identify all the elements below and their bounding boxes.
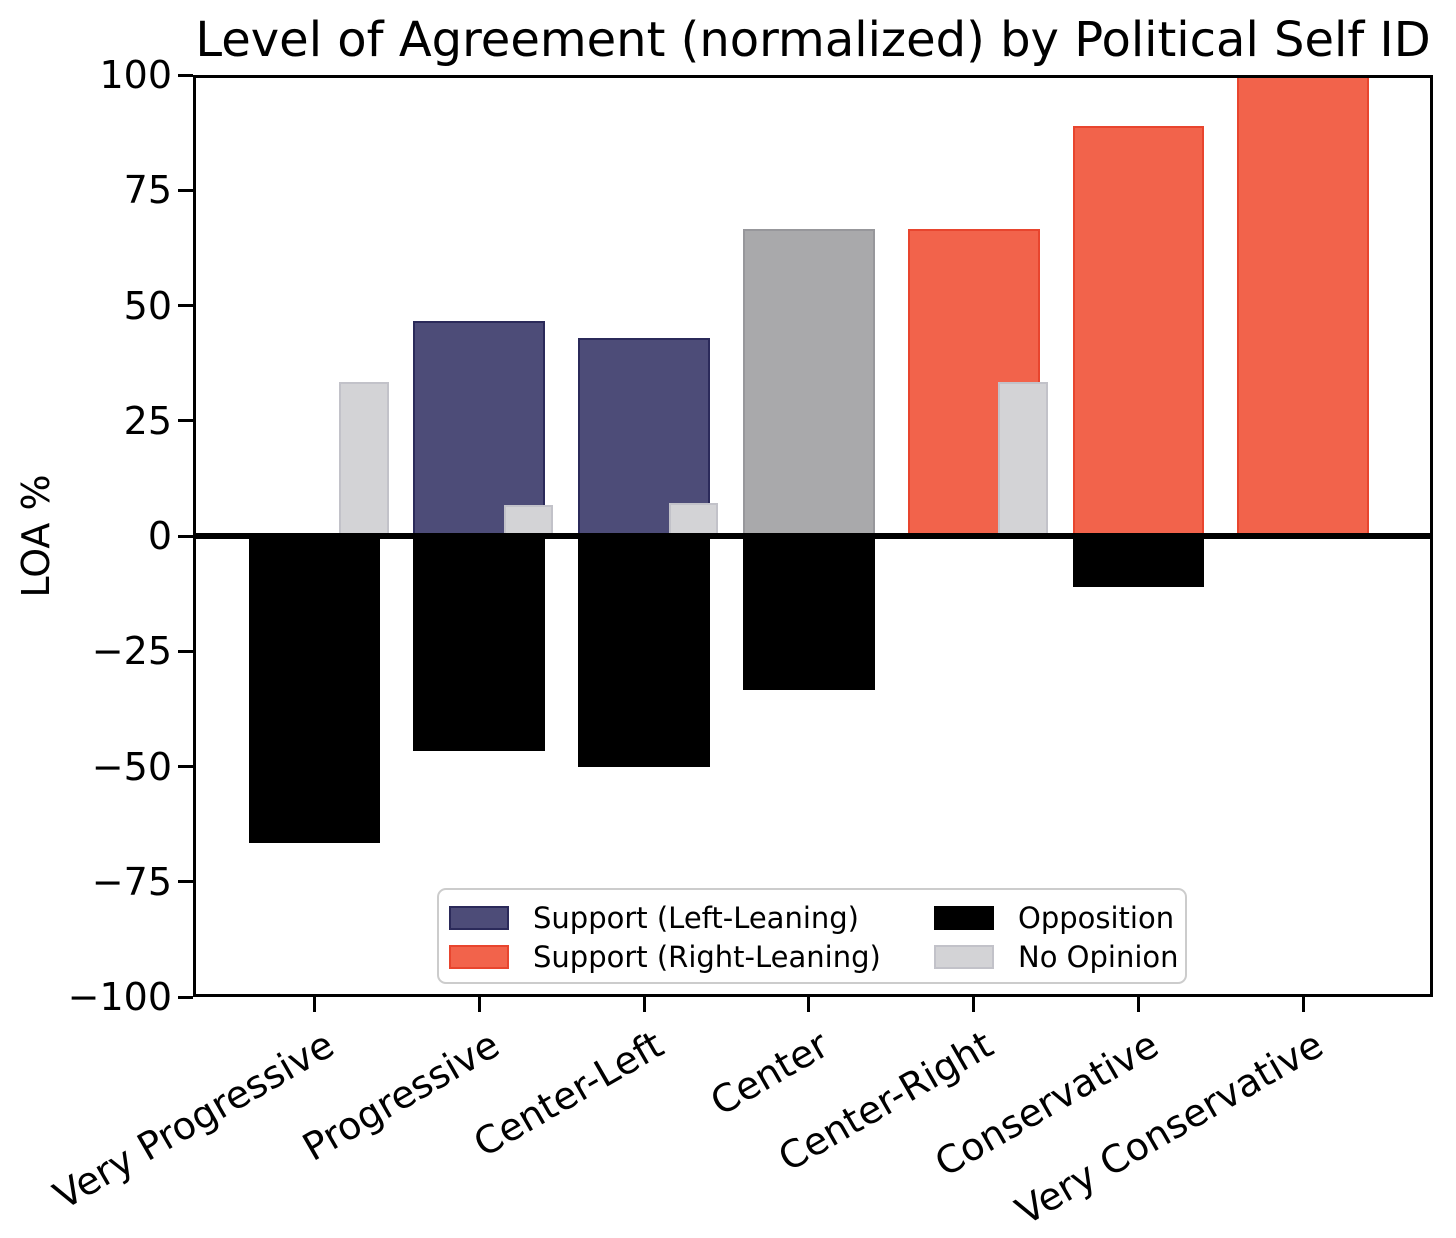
- y-tick-label: −25: [91, 629, 172, 674]
- bar-opposition: [413, 536, 546, 752]
- legend-label: No Opinion: [1018, 940, 1179, 974]
- plot-area: [178, 73, 1433, 1012]
- x-tick-label: Very Progressive: [46, 1022, 342, 1218]
- legend: Support (Left-Leaning) Support (Right-Le…: [437, 888, 1187, 984]
- y-tick-mark: [178, 534, 193, 538]
- bar-support: [413, 320, 546, 536]
- spine-bottom: [193, 994, 1433, 997]
- bar-no-opinion: [339, 382, 389, 536]
- bar-opposition: [743, 536, 875, 690]
- y-tick-label: 100: [99, 53, 172, 97]
- bar-support: [578, 338, 710, 536]
- x-tick-mark: [642, 997, 646, 1012]
- legend-item-opposition: Opposition: [934, 901, 1175, 935]
- spine-right: [1430, 75, 1433, 997]
- legend-label: Opposition: [1018, 901, 1175, 935]
- y-tick-label: −75: [91, 859, 172, 904]
- legend-swatch-support-left: [449, 906, 509, 930]
- bar-no-opinion: [998, 382, 1048, 536]
- x-tick-mark: [1137, 997, 1140, 1012]
- x-tick-mark: [972, 997, 976, 1012]
- y-tick-label: 50: [123, 283, 172, 328]
- chart-title: Level of Agreement (normalized) by Polit…: [195, 12, 1431, 68]
- x-tick-mark: [807, 997, 811, 1012]
- y-tick-mark: [178, 880, 193, 884]
- y-tick-mark: [178, 304, 193, 307]
- x-tick-mark: [1301, 997, 1305, 1012]
- bar-opposition: [248, 536, 381, 844]
- legend-label: Support (Left-Leaning): [533, 901, 859, 935]
- bar-opposition: [578, 536, 710, 767]
- y-tick-mark: [178, 765, 193, 768]
- bar-no-opinion: [668, 503, 719, 536]
- spine-top: [193, 75, 1433, 78]
- y-tick-label: 25: [123, 398, 172, 443]
- bar-support: [1237, 75, 1370, 536]
- y-tick-mark: [178, 419, 193, 423]
- bar-no-opinion: [504, 505, 554, 536]
- y-tick-mark: [178, 188, 193, 192]
- x-tick-label: Very Conservative: [1008, 1022, 1331, 1234]
- bar-support: [1072, 126, 1205, 536]
- y-tick-label: −50: [91, 744, 172, 789]
- y-tick-label: 0: [147, 514, 172, 558]
- y-tick-mark: [178, 73, 193, 77]
- y-tick-mark: [178, 995, 193, 999]
- x-tick-mark: [313, 997, 316, 1012]
- legend-swatch-support-right: [449, 945, 509, 969]
- legend-label: Support (Right-Leaning): [533, 940, 881, 974]
- legend-item-support-left: Support (Left-Leaning): [449, 901, 859, 935]
- zero-line: [193, 533, 1433, 539]
- x-tick-label: Center: [703, 1022, 836, 1125]
- bar-opposition: [1072, 536, 1205, 588]
- spine-left: [193, 75, 196, 997]
- bar-support: [743, 228, 875, 536]
- legend-swatch-opposition: [934, 906, 994, 930]
- y-tick-label: 75: [123, 168, 172, 213]
- legend-item-support-right: Support (Right-Leaning): [449, 940, 881, 974]
- y-tick-mark: [178, 649, 193, 653]
- legend-swatch-no-opinion: [934, 945, 994, 969]
- x-tick-mark: [477, 997, 481, 1012]
- legend-item-no-opinion: No Opinion: [934, 940, 1179, 974]
- y-tick-label: −100: [67, 975, 172, 1019]
